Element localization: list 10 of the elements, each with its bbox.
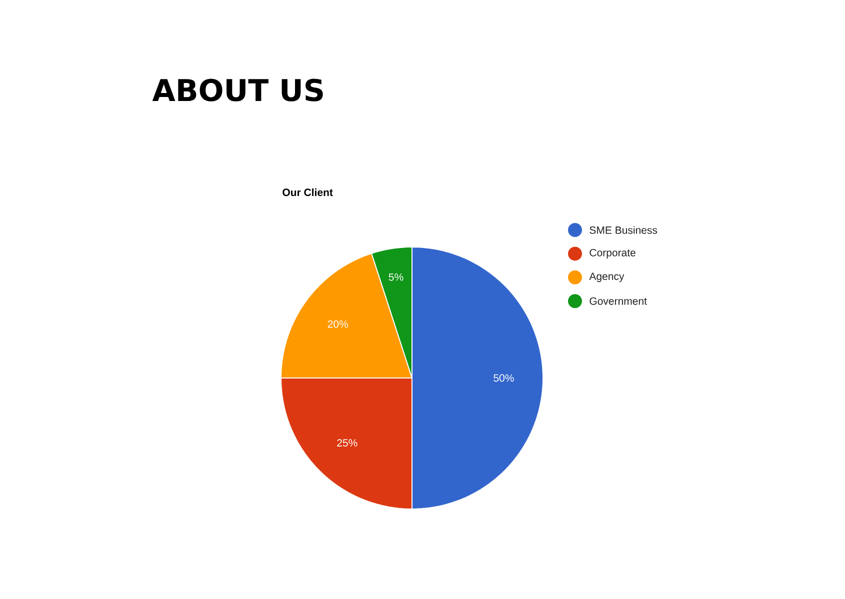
data-label: 20% [328, 320, 348, 328]
data-label: 25% [337, 439, 358, 447]
legend-label: SME Business [590, 226, 658, 234]
data-label: 5% [388, 273, 404, 281]
legend-label: Government [590, 297, 647, 305]
data-label: 50% [494, 374, 514, 382]
legend-label: Corporate [590, 248, 636, 258]
legend-label: Agency [589, 272, 624, 282]
chart-title: ABOUT US [152, 78, 323, 102]
chart-subtitle: Our Client [282, 188, 333, 196]
